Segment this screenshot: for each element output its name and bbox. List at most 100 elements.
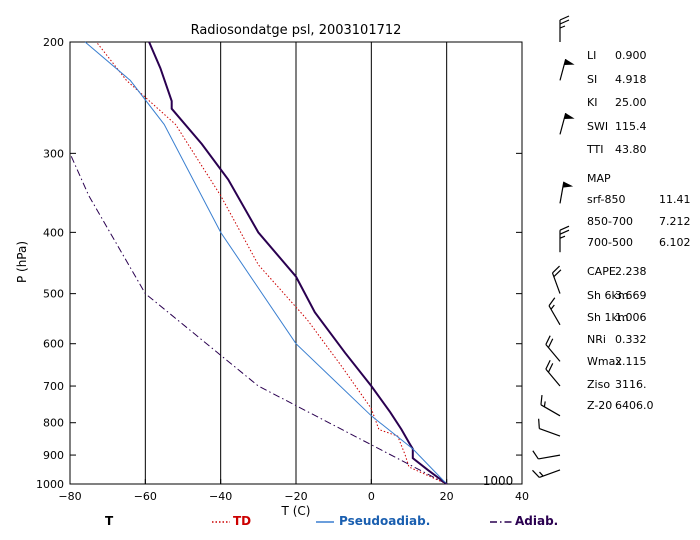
chart-title: Radiosondatge psl, 2003101712 [190, 23, 402, 38]
stat-key: SWI [587, 120, 609, 133]
barb-flag [538, 418, 540, 429]
barb-staff [539, 469, 561, 478]
barb-pennant [564, 59, 575, 65]
barb-flag [540, 394, 543, 405]
stat-value: 2.238 [615, 265, 647, 278]
barb-flag [548, 297, 556, 307]
legend-t: T [105, 514, 114, 528]
wind-barb [545, 335, 561, 362]
stat-key: Sh 1km [587, 311, 629, 324]
barb-half-flag [539, 471, 544, 477]
barb-staff [538, 454, 561, 460]
barb-flag [545, 335, 551, 345]
legend-pseudoadiab: Pseudoadiab. [339, 514, 431, 528]
x-tick-label: 20 [440, 490, 454, 503]
y-tick-label: 600 [43, 338, 64, 351]
y-tick-label: 400 [43, 226, 64, 239]
stat-value: 3.669 [615, 289, 647, 302]
x-tick-label: 0 [368, 490, 375, 503]
barb-half-flag [559, 25, 566, 29]
wind-barbs [532, 15, 575, 478]
stat-key: MAP [587, 172, 611, 185]
wind-barb [545, 360, 561, 387]
stat-value: 25.00 [615, 96, 647, 109]
y-tick-label: 200 [43, 36, 64, 49]
wind-barb [559, 15, 570, 42]
barb-flag [559, 19, 570, 25]
stat-key: Sh 6km [587, 289, 629, 302]
stat-key: KI [587, 96, 598, 109]
barb-flag [545, 360, 551, 370]
stat-key: TTI [587, 143, 604, 156]
stat-value: 4.918 [615, 73, 647, 86]
wind-barb [532, 450, 561, 460]
wind-barb [559, 225, 570, 253]
legend-td: TD [233, 514, 252, 528]
stat-key: 700-500 [587, 236, 633, 249]
barb-staff [559, 112, 567, 135]
stat-key: srf-850 [587, 193, 626, 206]
stat-value: 11.41 [659, 193, 691, 206]
barb-flag [547, 363, 554, 373]
barb-half-flag [543, 401, 546, 407]
y-tick-label: 1000 [36, 478, 64, 491]
stat-key: LI [587, 49, 597, 62]
y-tick-label: 800 [43, 417, 64, 430]
stat-key: NRi [587, 333, 606, 346]
stat-key: Ziso [587, 378, 611, 391]
wind-barb [548, 297, 561, 326]
x-tick-label: −40 [209, 490, 232, 503]
barb-flag [559, 229, 570, 235]
x-axis-label: T (C) [281, 504, 311, 518]
barb-flag [559, 225, 570, 231]
y-tick-label: 500 [43, 288, 64, 301]
wind-barb [538, 418, 561, 437]
barb-flag [559, 15, 570, 21]
series-layer [69, 41, 448, 485]
barb-flag [532, 469, 540, 478]
wind-barb [540, 394, 561, 417]
stat-value: 0.332 [615, 333, 647, 346]
wind-barb [559, 58, 575, 81]
y-tick-label: 300 [43, 147, 64, 160]
wind-barb [559, 112, 575, 135]
x-axis: −80 −60 −40 −20 0 20 40 [58, 479, 529, 503]
stat-value: 2.115 [615, 355, 647, 368]
wind-barb [551, 265, 562, 294]
y-tick-label: 900 [43, 449, 64, 462]
series-adiab [69, 153, 447, 485]
bottom-right-label: 1000 [483, 474, 514, 488]
barb-flag [532, 450, 539, 460]
barb-flag [553, 269, 562, 278]
x-tick-label: −60 [134, 490, 157, 503]
gridlines [144, 42, 448, 484]
stat-value: 1.006 [615, 311, 647, 324]
barb-flag [552, 265, 560, 274]
wind-barb [559, 181, 574, 204]
stat-value: 43.80 [615, 143, 647, 156]
y-tick-label: 700 [43, 380, 64, 393]
legend-adiab: Adiab. [515, 514, 559, 528]
barb-staff [548, 305, 561, 326]
barb-staff [559, 181, 565, 204]
barb-pennant [562, 181, 574, 188]
x-tick-label: −20 [284, 490, 307, 503]
series-td [96, 41, 447, 485]
barb-pennant [564, 113, 575, 119]
wind-barb [532, 469, 561, 478]
series-t [148, 41, 448, 485]
series-pseudoadiab [84, 41, 448, 485]
x-tick-label: −80 [58, 490, 81, 503]
x-tick-label: 40 [515, 490, 529, 503]
stat-value: 6.102 [659, 236, 691, 249]
stat-value: 7.212 [659, 215, 691, 228]
stat-value: 0.900 [615, 49, 647, 62]
barb-half-flag [559, 235, 566, 239]
barb-staff [545, 368, 561, 387]
barb-flag [547, 338, 554, 348]
barb-staff [551, 272, 561, 294]
barb-half-flag [550, 304, 555, 310]
stat-key: SI [587, 73, 598, 86]
stat-key: CAPE [587, 265, 616, 278]
